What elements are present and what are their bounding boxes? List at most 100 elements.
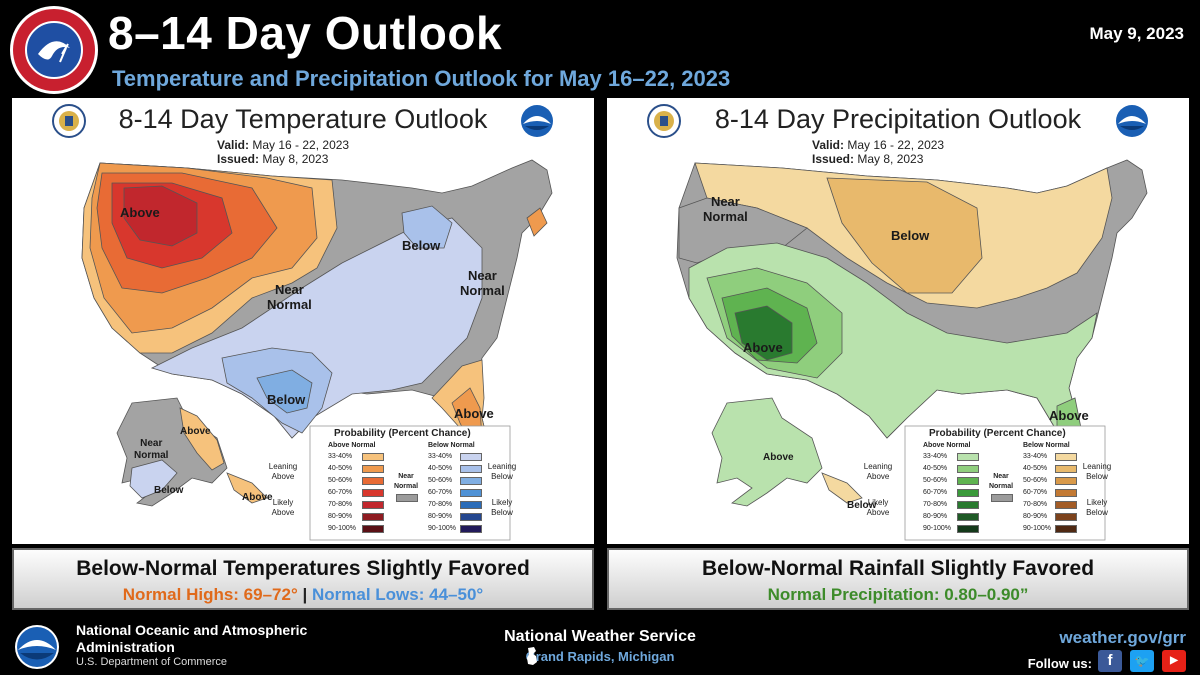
noaa-name: National Oceanic and Atmospheric Adminis…: [76, 622, 307, 656]
department-of-commerce-seal-icon: [647, 104, 681, 138]
legend-below-range-label: 60-70%: [428, 489, 453, 496]
issued-value: May 8, 2023: [262, 152, 329, 166]
legend-near-normal-swatch: [991, 494, 1013, 502]
temperature-caption: Below-Normal Temperatures Slightly Favor…: [12, 548, 594, 610]
legend-below-swatch: [1055, 501, 1077, 509]
legend-below-range-label: 33-40%: [1023, 453, 1048, 460]
legend-below-range-label: 70-80%: [428, 501, 453, 508]
legend-below-swatch: [1055, 465, 1077, 473]
legend-below-range-label: 80-90%: [428, 513, 453, 520]
legend-below-swatch: [460, 477, 482, 485]
legend-below-range-label: 90-100%: [1023, 525, 1052, 532]
legend-below-range-label: 33-40%: [428, 453, 453, 460]
precipitation-valid-dates: Valid: May 16 - 22, 2023 Issued: May 8, …: [812, 138, 944, 166]
legend-below-swatch: [1055, 477, 1077, 485]
normal-precipitation: Normal Precipitation: 0.80–0.90”: [767, 585, 1029, 604]
label-below-north: Below: [891, 228, 930, 243]
legend-leaning-below: Leaning Below: [1082, 462, 1112, 481]
facebook-icon[interactable]: f: [1098, 650, 1122, 672]
label-alaska-below: Below: [847, 500, 877, 511]
legend-above-range-label: 50-60%: [923, 477, 948, 484]
youtube-icon[interactable]: ▶: [1162, 650, 1186, 672]
legend-near-normal: Near Normal: [988, 473, 1014, 490]
precipitation-caption: Below-Normal Rainfall Slightly Favored N…: [607, 548, 1189, 610]
noaa-name-line1: National Oceanic and Atmospheric: [76, 622, 308, 638]
precipitation-caption-headline: Below-Normal Rainfall Slightly Favored: [701, 557, 1095, 580]
alaska-below-region: [129, 459, 178, 499]
temperature-outlook-panel: 8-14 Day Temperature Outlook Valid: May …: [12, 98, 594, 544]
label-below-texas: Below: [267, 392, 306, 407]
nws-office-block: National Weather Service Grand Rapids, M…: [490, 628, 710, 664]
twitter-icon[interactable]: 🐦: [1130, 650, 1154, 672]
legend-leaning-below: Leaning Below: [487, 462, 517, 481]
legend-above-swatch: [957, 489, 979, 497]
legend-above-swatch: [362, 453, 384, 461]
legend-above-range-label: 70-80%: [328, 501, 353, 508]
noaa-name-line2: Administration: [76, 639, 175, 655]
legend-below-header: Below Normal: [428, 442, 475, 449]
legend-above-header: Above Normal: [923, 442, 971, 449]
label-alaska-below: Below: [154, 485, 184, 496]
legend-above-swatch: [957, 453, 979, 461]
legend-below-range-label: 70-80%: [1023, 501, 1048, 508]
website-link[interactable]: weather.gov/grr: [1059, 628, 1186, 647]
legend-above-swatch: [957, 525, 979, 533]
precipitation-outlook-panel: 8-14 Day Precipitation Outlook Valid: Ma…: [607, 98, 1189, 544]
legend-above-range-label: 33-40%: [328, 453, 353, 460]
department-of-commerce-seal-icon: [52, 104, 86, 138]
legend-above-range-label: 40-50%: [328, 465, 353, 472]
legend-title: Probability (Percent Chance): [929, 428, 1066, 439]
legend-above-range-label: 40-50%: [923, 465, 948, 472]
legend-above-range-label: 90-100%: [328, 525, 357, 532]
legend-below-range-label: 40-50%: [428, 465, 453, 472]
header: 8–14 Day Outlook Temperature and Precipi…: [0, 0, 1200, 96]
temperature-legend: Probability (Percent Chance) Above Norma…: [269, 426, 516, 540]
legend-likely-above: Likely Above: [271, 498, 295, 517]
alaska-se-above-region: [226, 472, 268, 504]
conus-below-north-2: [826, 177, 983, 294]
legend-above-header: Above Normal: [328, 442, 376, 449]
legend-above-swatch: [362, 489, 384, 497]
legend-near-normal: Near Normal: [393, 473, 419, 490]
legend-leaning-above: Leaning Above: [268, 462, 298, 481]
precipitation-map-title: 8-14 Day Precipitation Outlook: [714, 104, 1082, 134]
label-below-great-lakes: Below: [402, 238, 441, 253]
legend-above-swatch: [362, 465, 384, 473]
conus-above-west-5: [123, 185, 198, 247]
valid-value: May 16 - 22, 2023: [847, 138, 945, 152]
legend-below-swatch: [460, 465, 482, 473]
legend-above-range-label: 50-60%: [328, 477, 353, 484]
legend-near-normal-swatch: [396, 494, 418, 502]
legend-below-header: Below Normal: [1023, 442, 1070, 449]
legend-above-swatch: [362, 513, 384, 521]
label-near-normal-center: Near Normal: [267, 282, 312, 312]
noaa-logo-icon: [15, 625, 59, 669]
label-near-normal-east: Near Normal: [460, 268, 505, 298]
legend-above-range-label: 80-90%: [328, 513, 353, 520]
issue-date: May 9, 2023: [1089, 24, 1184, 43]
legend-above-swatch: [957, 501, 979, 509]
issued-value: May 8, 2023: [857, 152, 924, 166]
legend-below-swatch: [1055, 525, 1077, 533]
temperature-normals: Normal Highs: 69–72° | Normal Lows: 44–5…: [14, 585, 592, 605]
legend-above-range-label: 33-40%: [923, 453, 948, 460]
noaa-logo-icon: [521, 105, 553, 137]
noaa-logo-icon: [1116, 105, 1148, 137]
legend-below-range-label: 40-50%: [1023, 465, 1048, 472]
legend-above-range-label: 90-100%: [923, 525, 952, 532]
legend-below-swatch: [460, 513, 482, 521]
label-above-florida: Above: [454, 406, 494, 421]
valid-value: May 16 - 22, 2023: [252, 138, 350, 152]
label-alaska-near-normal: Near Normal: [134, 438, 169, 461]
michigan-icon: [527, 647, 537, 665]
precipitation-outlook-map: [676, 159, 1148, 541]
label-above-west: Above: [120, 205, 160, 220]
page-title: 8–14 Day Outlook: [108, 7, 503, 59]
legend-above-swatch: [362, 477, 384, 485]
legend-below-swatch: [460, 489, 482, 497]
label-alaska-above: Above: [763, 452, 794, 463]
label-above-florida: Above: [1049, 408, 1089, 423]
legend-below-range-label: 60-70%: [1023, 489, 1048, 496]
label-alaska-se-above: Above: [242, 492, 273, 503]
legend-above-swatch: [957, 477, 979, 485]
